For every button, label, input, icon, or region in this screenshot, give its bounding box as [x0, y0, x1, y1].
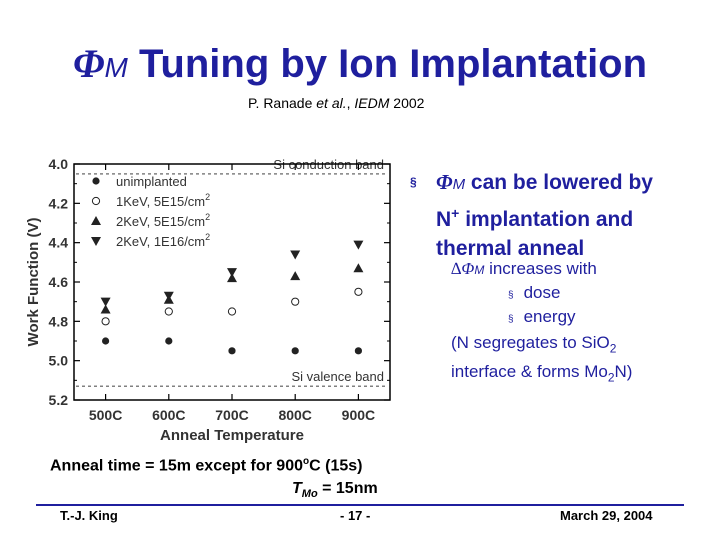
data-point-0-3 — [291, 347, 299, 355]
y-tick-label: 4.4 — [49, 235, 69, 251]
x-axis-label: Anneal Temperature — [160, 427, 304, 444]
bullet-text-2: N — [436, 208, 452, 231]
data-point-1-0 — [101, 317, 110, 326]
chart-grid — [76, 173, 388, 387]
footer-divider — [36, 504, 684, 506]
data-point-2-3 — [290, 271, 301, 281]
bullet-text-4: thermal anneal — [436, 237, 585, 260]
data-point-3-2 — [227, 268, 237, 278]
x-tick-label: 600C — [152, 407, 185, 423]
y-tick-label: 4.8 — [49, 313, 69, 329]
y-tick-label: 4.6 — [49, 274, 69, 290]
note-line1-sub: 2 — [609, 341, 617, 356]
delta-phi-symbol: ∆Φ — [451, 259, 475, 278]
note-line2-end: N) — [614, 362, 633, 382]
data-point-2-4 — [353, 263, 364, 273]
slide-title: ΦM Tuning by Ion Implantation — [0, 40, 720, 87]
footer-author: T.-J. King — [60, 508, 118, 523]
bullet-phi-symbol: Φ — [436, 170, 453, 194]
footer-page-number: - 17 - — [340, 508, 371, 523]
data-point-3-0 — [100, 297, 111, 307]
anneal-time-note: Anneal time = 15m except for 900oC (15s) — [50, 456, 362, 475]
legend-superscript: 2 — [205, 212, 210, 222]
data-point-1-1 — [164, 307, 173, 316]
main-bullet-text: ΦM can be lowered by N+ implantation and… — [436, 168, 716, 263]
chart-axes — [73, 163, 391, 401]
tmo-note: TMo = 15nm — [292, 480, 378, 500]
legend-label-1: 1KeV, 5E15/cm2 — [116, 192, 210, 209]
footer-date: March 29, 2004 — [560, 508, 653, 523]
note-line2: interface & forms Mo — [451, 362, 608, 382]
citation-year: 2002 — [389, 95, 425, 111]
note-line1: (N segregates to SiO — [451, 333, 610, 352]
chart-labels: 4.0 4.2 4.4 4.6 4.8 5.0 5.2 500C 600C 700C 800C 900… — [25, 156, 375, 444]
tmo-value: = 15nm — [317, 480, 378, 497]
data-point-1-2 — [227, 307, 237, 316]
data-point-3-3 — [290, 250, 301, 260]
title-subscript: M — [104, 52, 128, 83]
delta-phi-line: ∆ΦM increases with — [451, 259, 597, 279]
note-line2-sub: 2 — [607, 370, 615, 385]
y-tick-label: 4.0 — [49, 156, 69, 172]
legend-superscript: 2 — [205, 192, 210, 202]
x-tick-label: 500C — [89, 407, 122, 423]
citation-etal: et al. — [316, 95, 347, 111]
bullet-superscript: + — [451, 205, 460, 221]
delta-text: increases with — [484, 259, 597, 278]
legend-marker-0 — [92, 177, 100, 185]
sub-bullet-marker: § — [508, 314, 514, 325]
citation-prefix: P. Ranade — [248, 95, 317, 111]
y-axis-label: Work Function (V) — [25, 218, 42, 347]
legend-marker-1 — [91, 196, 101, 206]
data-point-0-2 — [228, 347, 236, 355]
data-point-1-4 — [354, 287, 363, 296]
sub-bullet-energy: § energy — [508, 307, 576, 327]
segregation-note: (N segregates to SiO2 interface & forms … — [451, 331, 632, 390]
data-point-0-4 — [354, 347, 362, 355]
legend-label-0: unimplanted — [116, 174, 187, 189]
data-point-3-4 — [353, 240, 364, 250]
valence-band-label: Si valence band — [291, 369, 384, 384]
legend-label-3: 2KeV, 1E16/cm2 — [116, 232, 210, 249]
sub-bullet-marker: § — [508, 290, 514, 301]
tmo-subscript: Mo — [301, 488, 318, 501]
anneal-note-degree: o — [303, 456, 310, 467]
y-tick-label: 4.2 — [49, 195, 69, 211]
sub-bullet-dose-text: dose — [523, 283, 561, 302]
legend-marker-2 — [91, 216, 101, 225]
data-point-1-3 — [291, 297, 300, 306]
data-point-3-1 — [163, 291, 174, 301]
title-text: Tuning by Ion Implantation — [127, 42, 648, 86]
data-point-0-1 — [165, 337, 173, 345]
legend-marker-3 — [91, 237, 101, 246]
x-tick-label: 700C — [215, 407, 248, 423]
legend-superscript: 2 — [205, 232, 210, 242]
y-tick-label: 5.0 — [49, 353, 69, 369]
citation-sep: , — [346, 95, 355, 111]
citation-venue: IEDM — [354, 95, 390, 111]
bullet-subscript: M — [452, 176, 466, 193]
legend-label-2: 2KeV, 5E15/cm2 — [116, 212, 210, 229]
bullet-text-3: implantation and — [459, 208, 634, 231]
bullet-marker: § — [410, 175, 417, 189]
x-tick-label: 900C — [342, 407, 375, 423]
y-tick-label: 5.2 — [49, 392, 69, 408]
sub-bullet-energy-text: energy — [523, 307, 576, 326]
anneal-note-text-b: C (15s) — [309, 457, 363, 475]
data-point-2-2 — [227, 273, 237, 283]
delta-subscript: M — [474, 263, 485, 277]
title-phi-symbol: Φ — [72, 41, 105, 86]
sub-bullet-dose: § dose — [508, 283, 560, 303]
chart-marks — [100, 240, 364, 355]
data-point-2-0 — [100, 304, 111, 314]
tmo-t: T — [292, 480, 302, 497]
citation: P. Ranade et al., IEDM 2002 — [248, 95, 424, 111]
bullet-text-1: can be lowered by — [465, 171, 653, 194]
x-tick-label: 800C — [278, 407, 311, 423]
data-point-0-0 — [102, 337, 110, 345]
anneal-note-text-a: Anneal time = 15m except for 900 — [50, 457, 303, 475]
